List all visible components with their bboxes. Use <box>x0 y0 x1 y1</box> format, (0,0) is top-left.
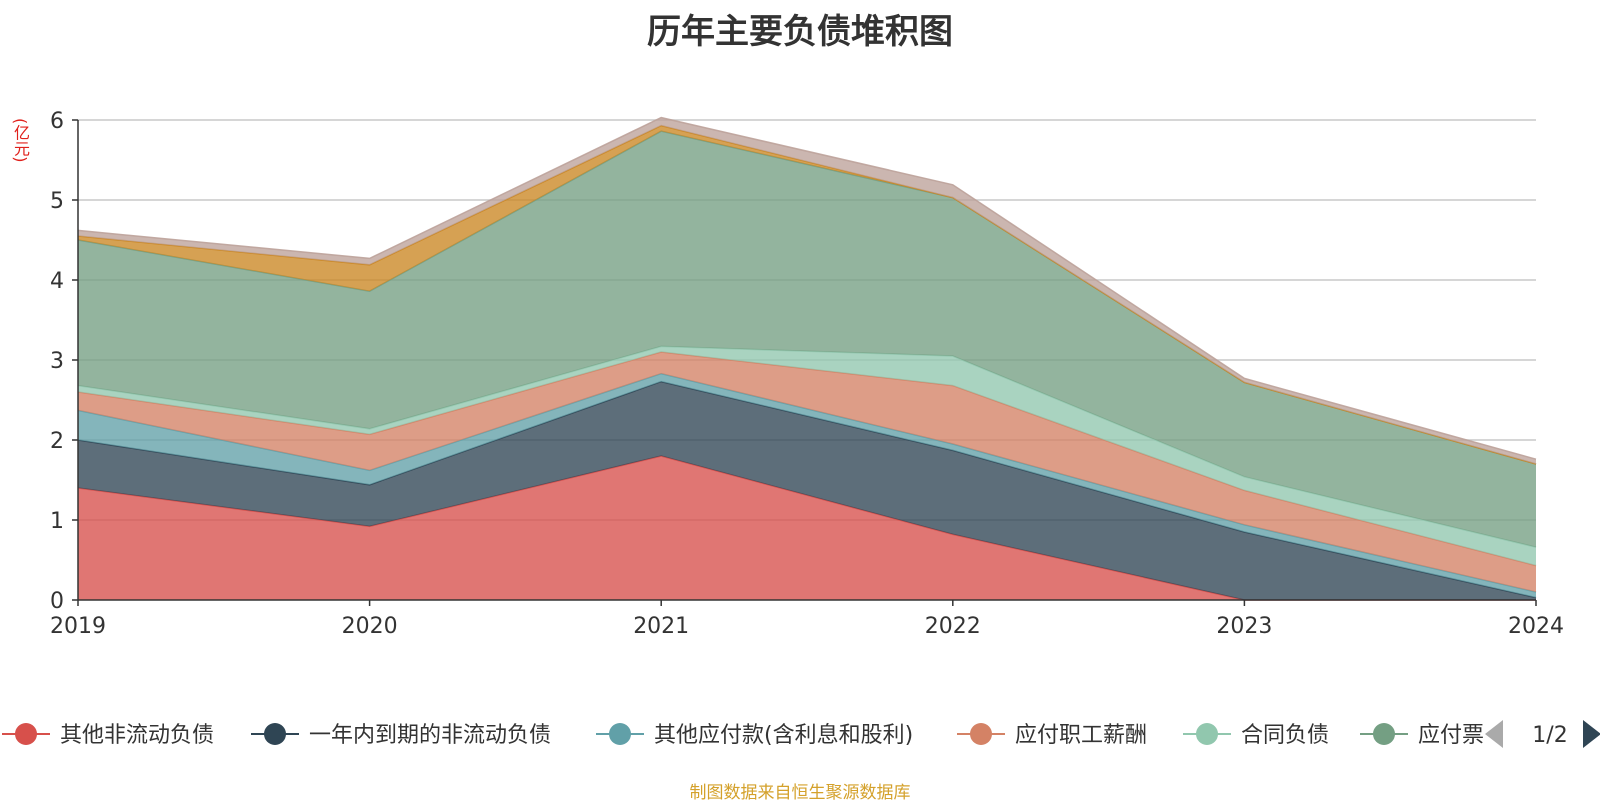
area-series-0[interactable] <box>78 456 1536 600</box>
area-series-1[interactable] <box>78 381 1536 600</box>
area-edge-6 <box>77 124 1537 465</box>
y-tick-label-2: 2 <box>50 429 64 454</box>
legend-clip-mask <box>1486 710 1600 760</box>
x-tick-label-2020: 2020 <box>342 614 398 639</box>
x-tick-label-2021: 2021 <box>633 614 689 639</box>
y-axis-unit-label: (亿元) <box>11 118 30 163</box>
x-tick-label-2019: 2019 <box>50 614 106 639</box>
y-tick-label-0: 0 <box>50 589 64 614</box>
legend-item-2[interactable]: 其他应付款(含利息和股利) <box>596 723 913 748</box>
legend-marker <box>1196 723 1218 745</box>
legend-item-3[interactable]: 应付职工薪酬 <box>957 723 1147 748</box>
area-edge-7 <box>77 116 1537 460</box>
area-series-group <box>77 116 1537 601</box>
y-tick-label-4: 4 <box>50 269 64 294</box>
x-tick-label-2023: 2023 <box>1216 614 1272 639</box>
legend-item-0[interactable]: 其他非流动负债 <box>2 723 214 748</box>
legend[interactable]: 其他非流动负债 一年内到期的非流动负债 其他应付款(含利息和股利) 应付职工薪酬 合同负… <box>2 710 1600 760</box>
legend-label: 其他应付款(含利息和股利) <box>654 723 913 748</box>
legend-label: 应付票 <box>1418 723 1484 748</box>
area-series-3[interactable] <box>78 352 1536 592</box>
x-tick-label-2022: 2022 <box>925 614 981 639</box>
legend-marker <box>264 723 286 745</box>
legend-item-1[interactable]: 一年内到期的非流动负债 <box>251 723 551 748</box>
legend-item-4[interactable]: 合同负债 <box>1183 723 1329 748</box>
legend-marker <box>970 723 992 745</box>
source-note: 制图数据来自恒生聚源数据库 <box>689 783 911 803</box>
legend-label: 应付职工薪酬 <box>1015 723 1147 748</box>
y-tick-label-1: 1 <box>50 509 64 534</box>
legend-marker <box>1373 723 1395 745</box>
legend-next-page-icon[interactable] <box>1583 720 1600 748</box>
x-tick-label-2024: 2024 <box>1508 614 1564 639</box>
y-tick-label-3: 3 <box>50 349 64 374</box>
legend-label: 其他非流动负债 <box>60 723 214 748</box>
legend-prev-page-icon[interactable] <box>1485 720 1503 748</box>
legend-marker <box>15 723 37 745</box>
legend-item-5[interactable]: 应付票 <box>1360 723 1484 748</box>
legend-page-indicator: 1/2 <box>1532 723 1567 748</box>
area-series-5[interactable] <box>78 131 1536 548</box>
legend-label: 一年内到期的非流动负债 <box>309 723 551 748</box>
legend-label: 合同负债 <box>1241 723 1329 748</box>
legend-marker <box>609 723 631 745</box>
y-tick-label-5: 5 <box>50 189 64 214</box>
chart-title: 历年主要负债堆积图 <box>647 12 953 52</box>
axes: 0 1 2 3 4 5 6 2019 2020 2021 2022 2023 2024 <box>50 109 1564 639</box>
y-tick-label-6: 6 <box>50 109 64 134</box>
